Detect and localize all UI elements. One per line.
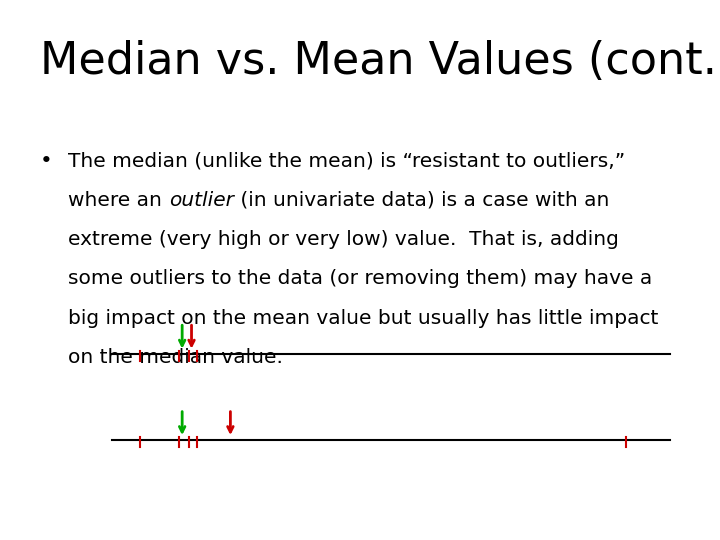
Text: on the median value.: on the median value. [68,348,283,367]
Text: big impact on the mean value but usually has little impact: big impact on the mean value but usually… [68,309,659,328]
Text: •: • [40,151,53,171]
Text: (in univariate data) is a case with an: (in univariate data) is a case with an [233,191,609,210]
Text: The median (unlike the mean) is “resistant to outliers,”: The median (unlike the mean) is “resista… [68,151,626,170]
Text: outlier: outlier [168,191,233,210]
Text: some outliers to the data (or removing them) may have a: some outliers to the data (or removing t… [68,269,652,288]
Text: where an: where an [68,191,168,210]
Text: Median vs. Mean Values (cont.): Median vs. Mean Values (cont.) [40,40,720,84]
Text: extreme (very high or very low) value.  That is, adding: extreme (very high or very low) value. T… [68,230,619,249]
